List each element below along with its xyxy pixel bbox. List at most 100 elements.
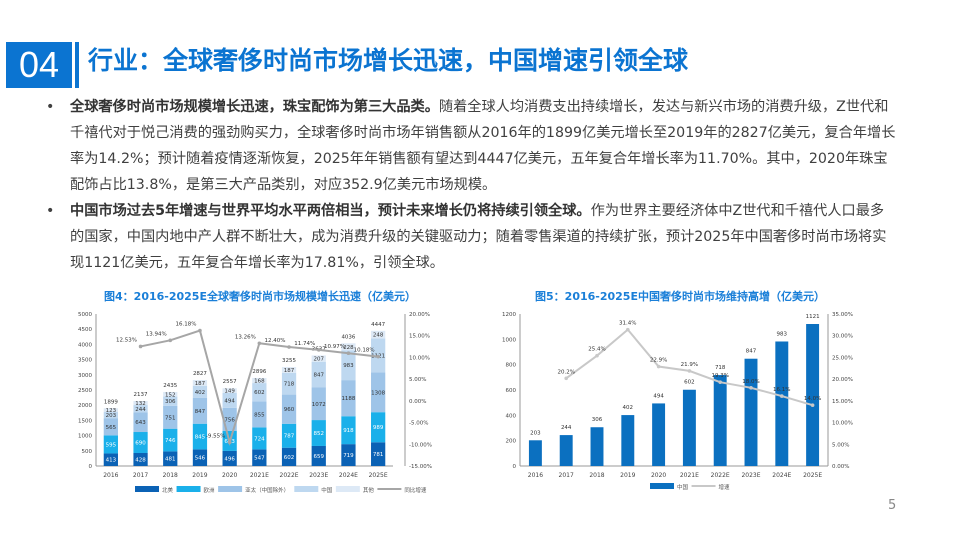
data-label: 847 — [746, 349, 757, 355]
y-tick-label: 1000 — [78, 434, 92, 440]
x-tick-label: 2019 — [192, 472, 207, 479]
bar-segment — [281, 367, 297, 373]
bar-segment — [133, 405, 148, 413]
bullet-item: • 全球奢侈时尚市场规模增长迅速，珠宝配饰为第三大品类。随着全球人均消费支出持续增… — [46, 94, 896, 198]
y2-tick-label: 10.00% — [409, 355, 430, 361]
y2-tick-label: 15.00% — [832, 399, 853, 405]
data-label: 719 — [343, 453, 354, 459]
y-tick-label: 500 — [82, 449, 93, 455]
data-label: 168 — [254, 379, 265, 385]
data-label: 428 — [135, 457, 146, 463]
data-label: 402 — [623, 405, 634, 411]
total-label: 2137 — [134, 392, 148, 398]
chart-title: 图4：2016-2025E全球奢侈时尚市场规模增长迅速（亿美元） — [104, 290, 416, 303]
growth-label: 16.18% — [175, 322, 196, 328]
bar-segment — [281, 423, 297, 448]
legend-swatch — [294, 486, 319, 492]
growth-point — [810, 403, 815, 407]
bullet-text: 随着全球人均消费支出持续增长，发达与新兴市场的消费升级，Z世代和千禧代对于悦己消… — [70, 99, 896, 193]
x-tick-label: 2017 — [559, 472, 574, 479]
global-market-chart: 图4：2016-2025E全球奢侈时尚市场规模增长迅速（亿美元） 0 500 100… — [60, 288, 460, 500]
data-label: 718 — [715, 365, 726, 371]
y-tick-label: 800 — [506, 363, 517, 369]
total-label: 4447 — [371, 322, 385, 328]
y-tick-label: 1200 — [502, 312, 516, 318]
y2-tick-label: 15.00% — [409, 334, 430, 340]
bullet-dot: • — [46, 99, 55, 115]
legend-label: 亚太（中国除外） — [245, 486, 289, 494]
data-label: 1188 — [341, 396, 355, 402]
bar-segment — [133, 452, 148, 466]
growth-label: 12.40% — [265, 338, 286, 344]
growth-point — [656, 364, 661, 369]
growth-point — [780, 394, 784, 398]
x-tick-label: 2025E — [369, 472, 388, 479]
legend-label: 中国 — [321, 486, 333, 494]
growth-point — [138, 344, 143, 349]
growth-point — [346, 351, 351, 356]
y-tick-label: 400 — [506, 413, 517, 419]
growth-point — [287, 345, 291, 349]
data-label: 547 — [254, 456, 265, 462]
data-label: 248 — [373, 333, 384, 339]
x-tick-label: 2020 — [222, 472, 237, 479]
growth-label: 10.97% — [324, 344, 345, 350]
legend-swatch — [135, 486, 159, 492]
data-label: 306 — [165, 399, 176, 405]
data-label: 187 — [284, 368, 295, 374]
data-label: 847 — [195, 409, 206, 415]
data-label: 602 — [254, 390, 265, 396]
x-tick-label: 2022E — [280, 472, 299, 479]
x-tick-label: 2023E — [741, 472, 760, 479]
legend-label: 其他 — [363, 486, 375, 494]
y-tick-label: 1500 — [78, 418, 92, 424]
data-label: 983 — [343, 363, 354, 369]
y-tick-label: 4000 — [78, 342, 92, 348]
x-tick-label: 2019 — [620, 472, 635, 479]
growth-point — [626, 327, 630, 332]
data-label: 187 — [195, 381, 206, 387]
data-label: 496 — [224, 456, 235, 462]
bar-segment — [192, 380, 208, 386]
data-label: 244 — [561, 425, 572, 431]
bar-segment — [163, 405, 178, 429]
data-label: 1072 — [312, 402, 326, 408]
y2-tick-label: -5.00% — [409, 421, 428, 427]
growth-point — [687, 369, 692, 373]
bullet-item: • 中国市场过去5年增速与世界平均水平两倍相当，预计未来增长仍将持续引领全球。作为… — [46, 198, 896, 276]
data-label: 847 — [314, 373, 325, 379]
y2-tick-label: 10.00% — [832, 421, 853, 427]
bar-segment — [311, 355, 326, 362]
bar-segment — [252, 383, 267, 402]
data-label: 494 — [653, 393, 664, 399]
y-tick-label: 0 — [89, 464, 93, 470]
y2-tick-label: 20.00% — [409, 312, 430, 318]
x-tick-label: 2024E — [339, 472, 358, 479]
growth-label: 10.18% — [354, 348, 375, 354]
growth-point — [564, 376, 568, 381]
bar-segment — [163, 396, 178, 406]
bar-segment — [163, 451, 178, 466]
bullet-list: • 全球奢侈时尚市场规模增长迅速，珠宝配饰为第三大品类。随着全球人均消费支出持续增… — [46, 94, 896, 276]
data-label: 595 — [106, 442, 117, 448]
y2-tick-label: 35.00% — [832, 312, 853, 318]
total-label: 2435 — [163, 383, 177, 389]
bar-segment — [281, 447, 297, 466]
data-label: 845 — [195, 435, 206, 441]
data-label: 1308 — [371, 390, 385, 396]
data-label: 306 — [592, 417, 603, 423]
data-label: 643 — [135, 420, 146, 426]
growth-point — [198, 328, 202, 333]
x-tick-label: 2018 — [163, 472, 178, 479]
data-label: 149 — [224, 389, 235, 395]
bar-segment — [621, 415, 635, 466]
bullet-heading: 中国市场过去5年增速与世界平均水平两倍相当，预计未来增长仍将持续引领全球。 — [70, 203, 591, 219]
bar-segment — [713, 375, 727, 466]
y-tick-label: 2000 — [78, 403, 92, 409]
bar-segment — [163, 391, 178, 397]
y-tick-label: 4500 — [78, 327, 92, 333]
section-number: 04 — [6, 42, 72, 88]
x-tick-label: 2017 — [133, 472, 148, 479]
bar-segment — [371, 442, 386, 466]
y2-tick-label: 20.00% — [832, 377, 853, 383]
